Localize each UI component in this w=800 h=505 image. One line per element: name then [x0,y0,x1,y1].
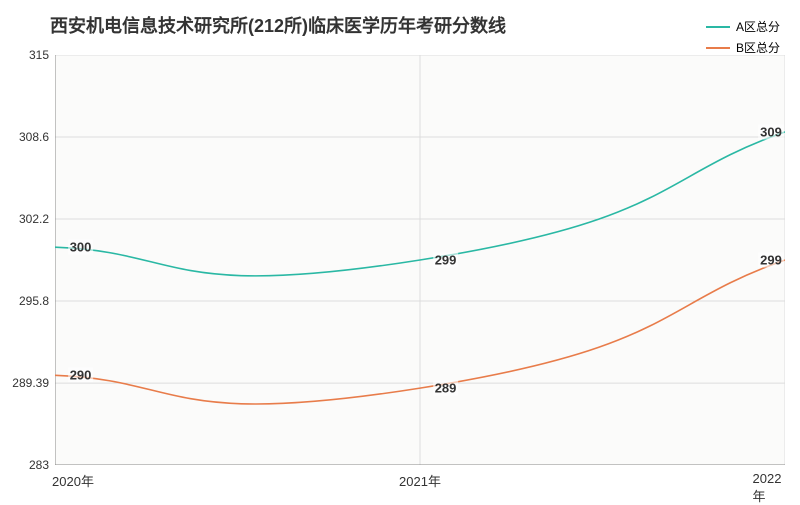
legend-item-a: A区总分 [706,18,780,35]
legend-label-a: A区总分 [736,18,780,35]
plot-area: 283289.39295.8302.2308.63152020年2021年202… [55,55,785,465]
data-label: 309 [758,124,784,139]
chart-title: 西安机电信息技术研究所(212所)临床医学历年考研分数线 [50,12,506,38]
legend-item-b: B区总分 [706,39,780,56]
x-tick-label: 2020年 [52,465,94,490]
chart-container: 西安机电信息技术研究所(212所)临床医学历年考研分数线 A区总分 B区总分 2… [0,0,800,500]
legend-swatch-a [706,26,730,28]
data-label: 299 [758,253,784,268]
y-tick-label: 302.2 [19,212,55,226]
data-label: 290 [68,368,94,383]
legend: A区总分 B区总分 [706,18,780,60]
data-label: 300 [68,240,94,255]
y-tick-label: 295.8 [19,294,55,308]
y-tick-label: 308.6 [19,130,55,144]
data-label: 289 [433,381,459,396]
x-tick-label: 2021年 [399,465,441,490]
data-label: 299 [433,253,459,268]
legend-label-b: B区总分 [736,39,780,56]
plot-svg [55,55,785,465]
y-tick-label: 289.39 [12,376,55,390]
legend-swatch-b [706,47,730,49]
y-tick-label: 315 [29,48,55,62]
x-tick-label: 2022年 [753,465,782,505]
